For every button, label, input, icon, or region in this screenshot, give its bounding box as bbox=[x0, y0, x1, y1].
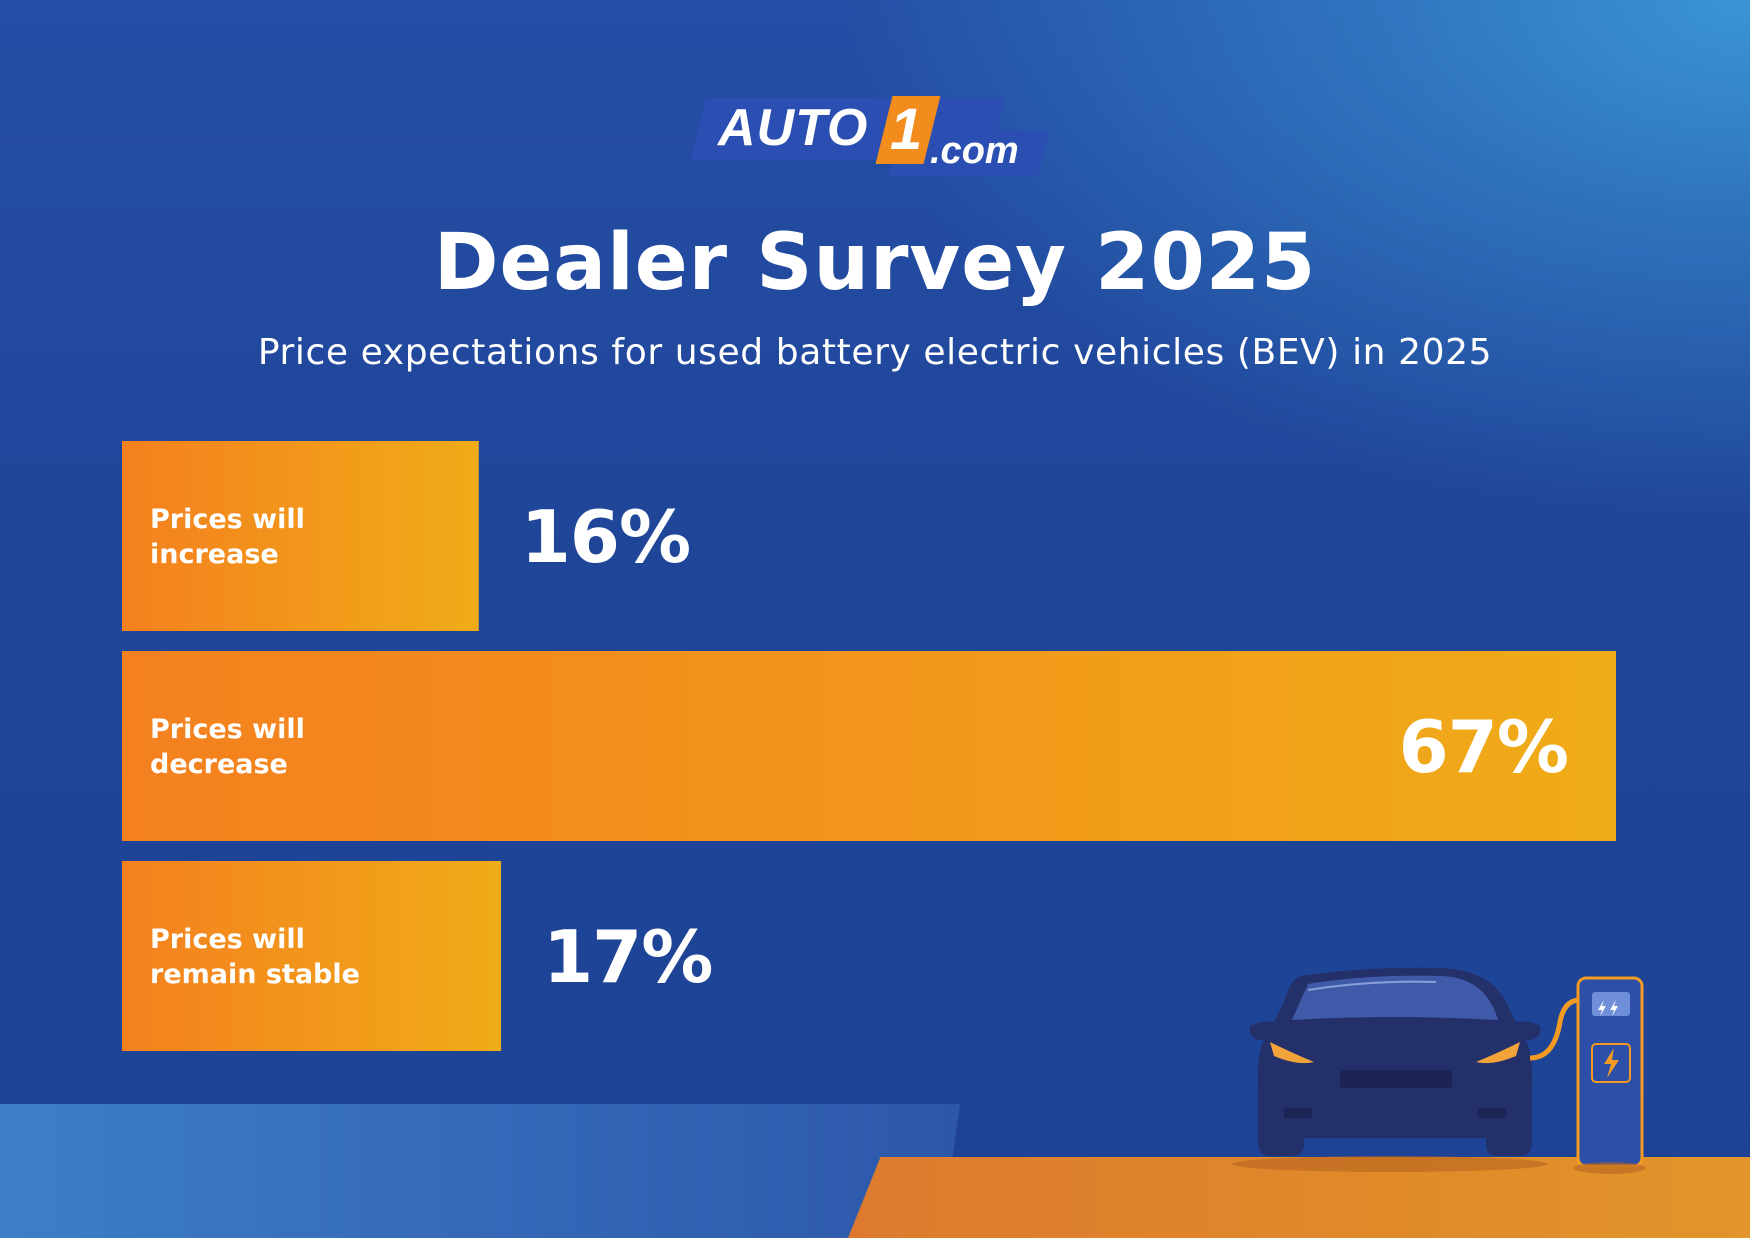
value-label: 16% bbox=[521, 495, 690, 579]
car-illustration bbox=[1230, 962, 1650, 1174]
bottom-band-left bbox=[0, 1104, 960, 1238]
chart-title: Dealer Survey 2025 bbox=[433, 218, 1317, 308]
category-label: Prices will increase bbox=[150, 504, 305, 570]
charging-station-icon bbox=[1529, 976, 1646, 1174]
logo-suffix: .com bbox=[930, 130, 1019, 172]
value-label: 67% bbox=[1399, 705, 1568, 789]
logo-text: AUTO bbox=[718, 99, 869, 157]
auto1-logo: AUTO 1 .com bbox=[690, 96, 1054, 180]
category-label: Prices will remain stable bbox=[150, 924, 360, 990]
bar-2 bbox=[122, 861, 502, 1051]
value-label: 17% bbox=[543, 915, 712, 999]
electric-car-icon bbox=[1232, 967, 1548, 1172]
logo-number: 1 bbox=[890, 97, 923, 162]
category-label: Prices will decrease bbox=[150, 714, 305, 780]
chart-subtitle: Price expectations for used battery elec… bbox=[257, 332, 1493, 373]
bar-1 bbox=[122, 651, 1616, 841]
bar-0 bbox=[122, 441, 479, 631]
